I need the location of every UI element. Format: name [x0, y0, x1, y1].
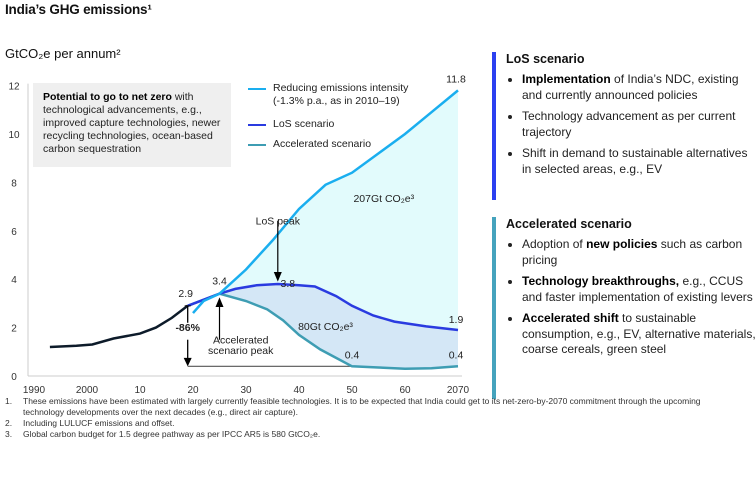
footnote: 2. Including LULUCF emissions and offset. — [5, 418, 175, 428]
x-tick-label: 60 — [399, 385, 411, 396]
x-tick-label: 30 — [240, 385, 252, 396]
accel-panel: Accelerated scenario Adoption of new pol… — [492, 217, 755, 399]
series-los — [187, 282, 459, 332]
x-tick-label: 40 — [293, 385, 305, 396]
x-tick-label: 1990 — [23, 385, 46, 396]
emissions-chart: 0 2 4 6 8 10 12 1990 2000 10 20 30 40 50 60 2070 2.9 3.4 3… — [8, 73, 470, 396]
x-tick-label: 20 — [187, 385, 199, 396]
legend-sublabel: (-1.3% p.a., as in 2010–19) — [273, 95, 400, 107]
footnotes: 1. These emissions have been estimated wi… — [5, 396, 723, 440]
x-tick-label: 2070 — [447, 385, 470, 396]
label-los-peak: LoS peak — [256, 215, 301, 227]
label-2025: 3.4 — [212, 276, 227, 288]
x-tick-label: 10 — [134, 385, 146, 396]
arrow-head — [273, 271, 282, 282]
los-item: Shift in demand to sustainable alternati… — [522, 146, 755, 177]
series-history — [49, 304, 189, 349]
label-area-los: 80Gt CO₂e³ — [298, 321, 353, 333]
y-axis-unit: GtCO₂e per annum² — [5, 46, 121, 61]
label-accel-2070: 0.4 — [449, 349, 464, 361]
los-item: Technology advancement as per current tr… — [522, 109, 755, 140]
y-tick-label: 12 — [8, 82, 20, 93]
y-tick-label: 8 — [11, 178, 17, 189]
arrow-head — [183, 357, 192, 367]
y-tick-label: 2 — [11, 324, 17, 335]
los-panel-title: LoS scenario — [506, 52, 585, 66]
accel-panel-title: Accelerated scenario — [506, 217, 632, 231]
x-tick-label: 50 — [346, 385, 358, 396]
los-panel: LoS scenario Implementation of India’s N… — [492, 52, 755, 200]
los-item: Implementation of India’s NDC, existing … — [522, 72, 755, 103]
legend-los: LoS scenario — [273, 118, 335, 130]
series-intensity — [192, 89, 459, 314]
arrow-head — [215, 297, 224, 308]
area-intensity — [219, 90, 458, 331]
chart-title: India’s GHG emissions¹ — [5, 2, 152, 17]
label-2019: 2.9 — [178, 288, 193, 300]
x-tick-label: 2000 — [76, 385, 99, 396]
note-text: with technological advancements, e.g., i… — [43, 91, 221, 155]
label-accel-peak: Accelerated — [213, 334, 269, 346]
legend-accel: Accelerated scenario — [273, 138, 372, 150]
series-accel — [187, 292, 459, 370]
label-los-peak-value: 3.8 — [280, 278, 295, 290]
accel-item: Accelerated shift to sustainable consump… — [522, 311, 755, 358]
area-los — [219, 284, 458, 369]
legend-swatch-los — [248, 124, 266, 126]
label-accel-2050: 0.4 — [345, 349, 360, 361]
y-tick-label: 10 — [8, 130, 20, 141]
legend-swatch-accel — [248, 144, 266, 146]
legend-swatch-intensity — [248, 88, 266, 90]
net-zero-note: Potential to go to net zero with technol… — [33, 83, 231, 167]
legend-intensity: Reducing emissions intensity (-1.3% p.a.,… — [273, 82, 408, 108]
footnote: 3. Global carbon budget for 1.5 degree pa… — [5, 429, 321, 439]
y-tick-label: 0 — [11, 372, 17, 383]
label-intensity-2070: 11.8 — [446, 73, 466, 85]
footnote: 1. These emissions have been estimated wi… — [5, 396, 701, 417]
accel-item: Adoption of new policies such as carbon … — [522, 237, 755, 268]
y-tick-label: 6 — [11, 227, 17, 238]
note-bold: Potential to go to net zero — [43, 91, 172, 103]
accel-item: Technology breakthroughs, e.g., CCUS and… — [522, 274, 755, 305]
label-area-intensity: 207Gt CO₂e³ — [353, 193, 414, 205]
y-tick-label: 4 — [11, 275, 17, 286]
label-los-2070: 1.9 — [449, 314, 464, 326]
label-accel-peak: scenario peak — [208, 345, 274, 357]
label-reduction: -86% — [175, 322, 200, 334]
legend-label: Reducing emissions intensity — [273, 82, 409, 94]
